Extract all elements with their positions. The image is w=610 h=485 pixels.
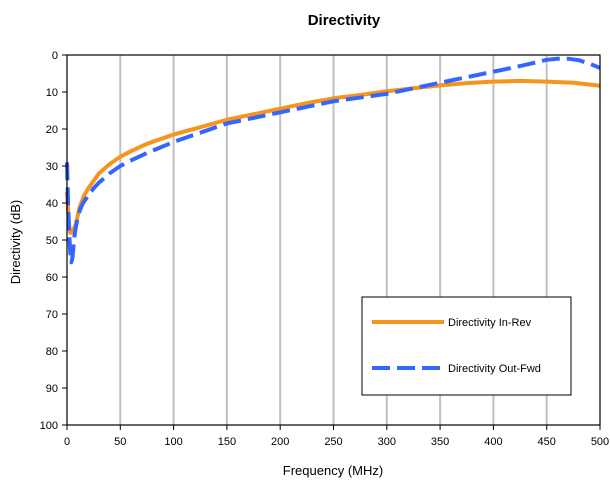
x-tick-label: 400: [484, 436, 502, 448]
y-tick-label: 50: [46, 235, 58, 247]
series-group: [65, 56, 601, 265]
y-tick-label: 20: [46, 124, 58, 136]
x-tick-label: 300: [378, 436, 396, 448]
y-axis-label: Directivity (dB): [8, 200, 23, 285]
y-axis-ticks: 0 10 20 30 40 50 60 70 80 90 100: [40, 50, 67, 432]
legend-label-1: Directivity In-Rev: [448, 317, 532, 329]
x-axis-label: Frequency (MHz): [283, 463, 383, 478]
legend-label-2: Directivity Out-Fwd: [448, 363, 541, 375]
y-tick-label: 40: [46, 198, 58, 210]
y-tick-label: 0: [52, 50, 58, 62]
y-tick-label: 10: [46, 87, 58, 99]
x-tick-label: 100: [164, 436, 182, 448]
y-tick-label: 80: [46, 346, 58, 358]
x-tick-label: 350: [431, 436, 449, 448]
x-tick-label: 200: [271, 436, 289, 448]
y-tick-label: 60: [46, 272, 58, 284]
y-tick-label: 100: [40, 420, 58, 432]
series-line-2: [65, 56, 601, 265]
x-tick-label: 450: [538, 436, 556, 448]
y-tick-label: 90: [46, 383, 58, 395]
legend-box: [361, 296, 572, 396]
chart-title: Directivity: [308, 12, 381, 29]
y-tick-label: 30: [46, 161, 58, 173]
y-tick-label: 70: [46, 309, 58, 321]
x-axis-ticks: 0 50 100 150 200 250 300 350 400 450 500: [64, 425, 609, 448]
x-tick-label: 250: [324, 436, 342, 448]
x-tick-label: 50: [114, 436, 126, 448]
x-tick-label: 500: [591, 436, 609, 448]
legend: Directivity In-Rev Directivity Out-Fwd: [361, 296, 572, 396]
x-tick-label: 150: [218, 436, 236, 448]
x-tick-label: 0: [64, 436, 70, 448]
